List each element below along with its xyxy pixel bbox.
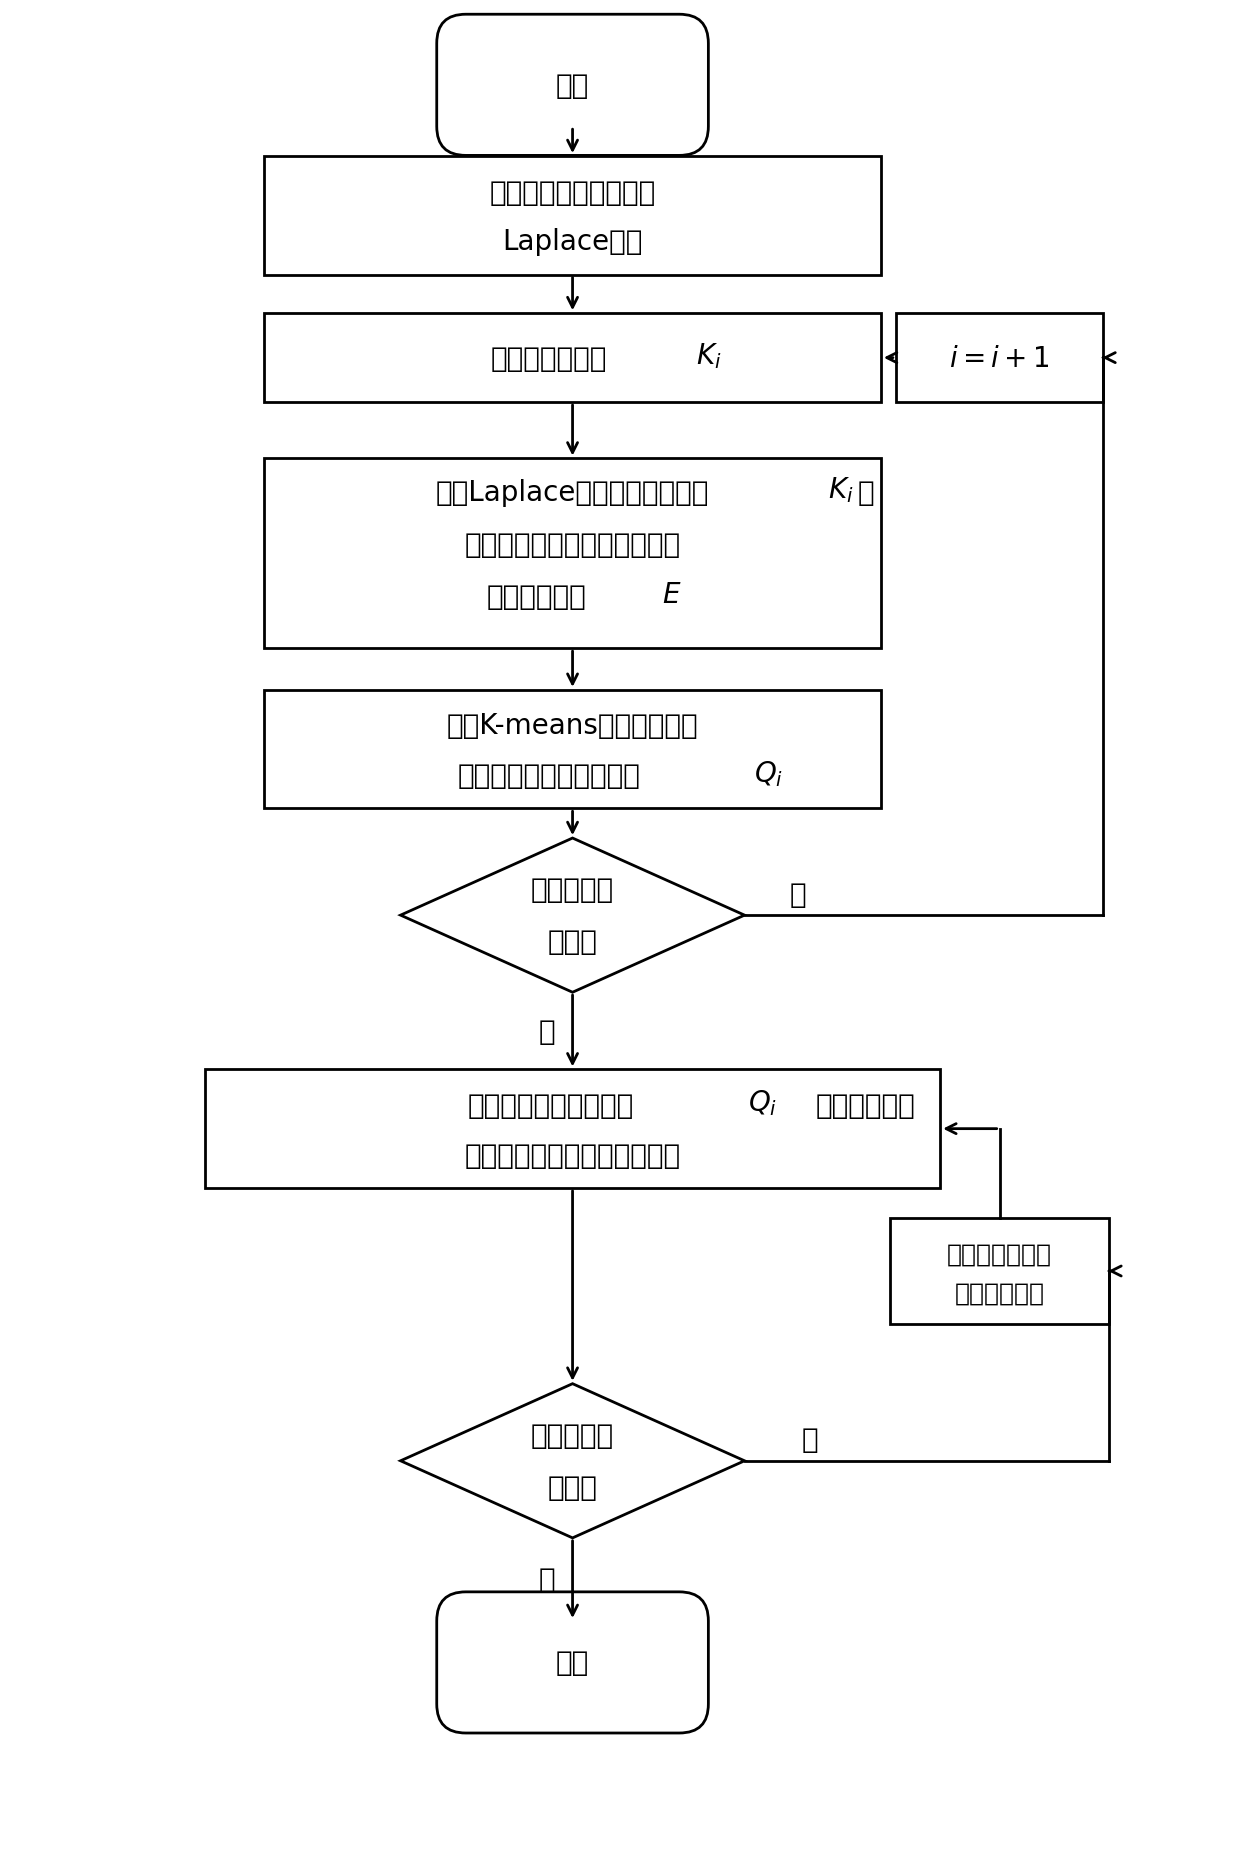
Text: 足条件: 足条件 xyxy=(548,1473,598,1501)
Text: 利用K-means算法获取分区: 利用K-means算法获取分区 xyxy=(446,712,698,740)
Text: 否: 否 xyxy=(801,1426,818,1454)
Text: $Q_i$: $Q_i$ xyxy=(748,1089,777,1119)
Text: $K_i$: $K_i$ xyxy=(827,475,853,505)
Text: 个: 个 xyxy=(857,479,874,506)
Bar xyxy=(895,313,1104,403)
Text: 值所对应的方案作为最佳方案: 值所对应的方案作为最佳方案 xyxy=(465,1141,681,1169)
Text: 基于电网拓扑模型求解: 基于电网拓扑模型求解 xyxy=(490,178,656,206)
Text: 分区校验满: 分区校验满 xyxy=(531,1421,614,1449)
Text: 对比各分区方案模块度: 对比各分区方案模块度 xyxy=(467,1091,635,1119)
Text: Laplace矩阵: Laplace矩阵 xyxy=(502,228,642,256)
Text: $Q_i$: $Q_i$ xyxy=(754,759,784,788)
Text: 设置初始分区数: 设置初始分区数 xyxy=(491,345,608,373)
Text: 特征值对应特征向量，组成低: 特征值对应特征向量，组成低 xyxy=(465,531,681,558)
Text: $E$: $E$ xyxy=(661,581,681,608)
Text: 否: 否 xyxy=(790,881,806,909)
Text: 是: 是 xyxy=(538,1566,554,1593)
Bar xyxy=(264,313,880,403)
Bar xyxy=(890,1219,1110,1324)
Text: 是否达到最: 是否达到最 xyxy=(531,876,614,903)
Bar xyxy=(205,1070,940,1189)
Text: 大迭代: 大迭代 xyxy=(548,928,598,955)
Text: 根据可划分节点: 根据可划分节点 xyxy=(947,1241,1052,1265)
Text: $i=i+1$: $i=i+1$ xyxy=(950,345,1050,373)
Text: ，取其中最大: ，取其中最大 xyxy=(816,1091,915,1119)
Bar xyxy=(264,690,880,809)
Bar xyxy=(264,460,880,649)
FancyBboxPatch shape xyxy=(436,15,708,156)
Text: 结果，计算分区的模块度: 结果，计算分区的模块度 xyxy=(458,762,640,790)
Text: 维度样本矩阵: 维度样本矩阵 xyxy=(487,582,587,610)
Polygon shape xyxy=(401,1384,744,1538)
Bar xyxy=(264,158,880,275)
Text: 结束: 结束 xyxy=(556,1649,589,1677)
Text: 调整分区方案: 调整分区方案 xyxy=(955,1280,1044,1304)
Polygon shape xyxy=(401,838,744,992)
Text: 开始: 开始 xyxy=(556,72,589,100)
Text: 求解Laplace矩阵除零外最小的: 求解Laplace矩阵除零外最小的 xyxy=(436,479,709,506)
Text: $K_i$: $K_i$ xyxy=(696,341,722,371)
Text: 是: 是 xyxy=(538,1017,554,1044)
FancyBboxPatch shape xyxy=(436,1592,708,1733)
